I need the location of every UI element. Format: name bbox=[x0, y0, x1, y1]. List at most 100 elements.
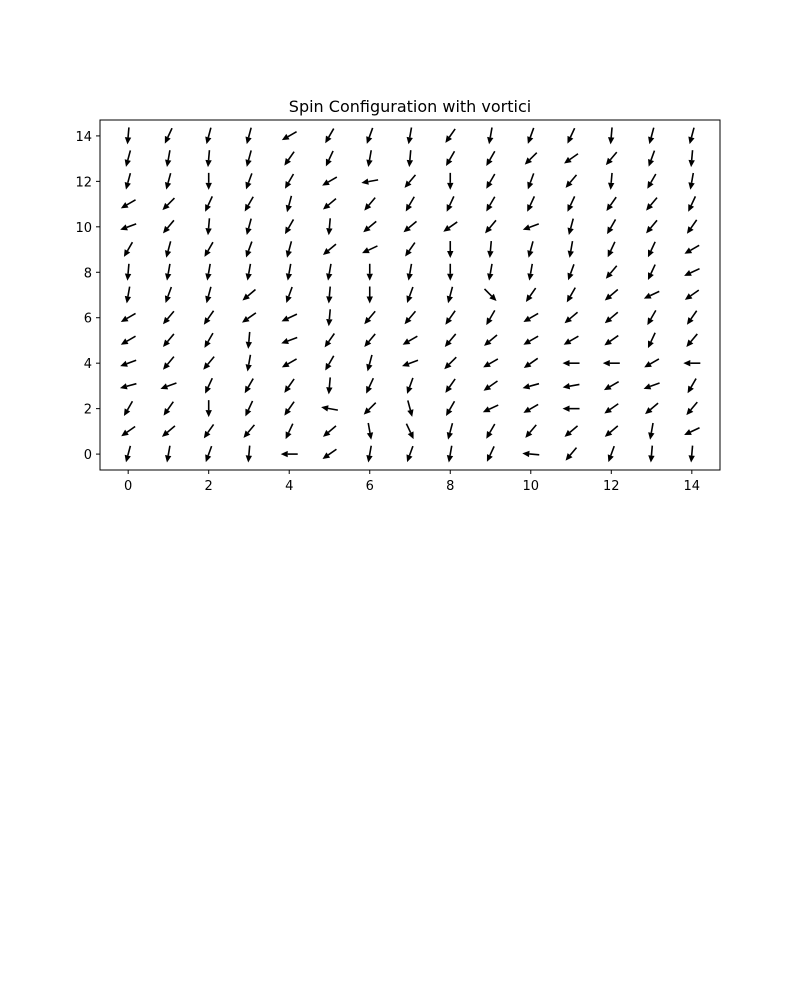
spin-arrow-head bbox=[447, 273, 454, 281]
spin-arrow-head bbox=[604, 406, 612, 414]
spin-arrow bbox=[527, 127, 535, 144]
spin-arrow-shaft bbox=[287, 219, 295, 229]
spin-arrow-shaft bbox=[650, 150, 656, 161]
spin-arrow bbox=[162, 356, 175, 370]
spin-arrow bbox=[644, 358, 660, 368]
spin-arrow bbox=[205, 445, 213, 463]
spin-arrow-head bbox=[407, 431, 414, 440]
spin-arrow-head bbox=[647, 317, 654, 326]
spin-arrow-shaft bbox=[368, 150, 373, 161]
spin-arrow-shaft bbox=[127, 445, 132, 456]
spin-arrow bbox=[406, 150, 414, 168]
spin-arrow-head bbox=[523, 361, 532, 369]
spin-arrow bbox=[281, 358, 297, 368]
spin-arrow bbox=[165, 445, 172, 463]
spin-arrow-head bbox=[647, 340, 654, 349]
spin-arrow-head bbox=[321, 405, 329, 412]
spin-arrow-head bbox=[686, 226, 694, 234]
spin-arrow bbox=[688, 445, 695, 463]
spin-arrow-head bbox=[245, 159, 252, 167]
spin-arrow bbox=[284, 401, 295, 416]
spin-arrow-shaft bbox=[489, 309, 496, 320]
spin-arrow-shaft bbox=[247, 218, 252, 229]
spin-arrow-shaft bbox=[609, 151, 618, 161]
spin-arrow bbox=[121, 425, 136, 437]
spin-arrow bbox=[124, 150, 132, 167]
spin-arrow-head bbox=[688, 136, 695, 145]
spin-arrow-head bbox=[205, 204, 211, 212]
spin-arrow-head bbox=[162, 316, 170, 325]
spin-arrow-head bbox=[562, 405, 570, 412]
spin-arrow-head bbox=[245, 181, 252, 190]
spin-arrow bbox=[160, 382, 177, 390]
spin-arrow-shaft bbox=[609, 311, 619, 320]
spin-arrow-shaft bbox=[448, 128, 456, 138]
spin-arrow-head bbox=[567, 135, 574, 144]
spin-arrow-shaft bbox=[126, 312, 136, 320]
spin-arrow bbox=[646, 197, 658, 211]
spin-arrow bbox=[245, 127, 252, 145]
spin-arrow-head bbox=[164, 250, 172, 258]
spin-arrow bbox=[487, 263, 494, 281]
spin-arrow bbox=[567, 241, 574, 258]
spin-arrow bbox=[366, 354, 373, 372]
spin-arrow bbox=[285, 423, 294, 440]
spin-arrow-head bbox=[567, 250, 574, 258]
spin-arrow-head bbox=[567, 227, 574, 236]
spin-arrow bbox=[567, 196, 576, 212]
spin-arrow bbox=[162, 333, 175, 347]
x-tick-label: 8 bbox=[446, 479, 454, 494]
y-tick-label: 6 bbox=[84, 312, 92, 327]
spin-arrow bbox=[647, 332, 656, 349]
spin-arrow-head bbox=[164, 135, 171, 144]
spin-arrow-shaft bbox=[448, 196, 455, 206]
spin-arrow-head bbox=[404, 180, 412, 188]
spin-arrow-head bbox=[244, 203, 251, 212]
spin-arrow-shaft bbox=[489, 446, 495, 456]
spin-arrow-head bbox=[361, 178, 369, 185]
spin-arrow-head bbox=[245, 249, 252, 258]
spin-arrow-shaft bbox=[167, 286, 173, 297]
spin-arrow bbox=[563, 335, 579, 345]
spin-arrow bbox=[322, 198, 337, 210]
spin-arrow-shaft bbox=[529, 196, 536, 206]
spin-arrow-shaft bbox=[529, 382, 540, 388]
spin-arrow-head bbox=[163, 408, 171, 416]
spin-arrow bbox=[527, 263, 534, 281]
spin-arrow bbox=[362, 245, 378, 254]
spin-arrow-head bbox=[364, 339, 372, 347]
spin-arrow-head bbox=[486, 431, 493, 439]
spin-arrow-head bbox=[527, 204, 534, 212]
spin-arrow-head bbox=[447, 182, 454, 190]
spin-arrow-head bbox=[162, 202, 170, 211]
spin-arrow-head bbox=[165, 273, 172, 281]
spin-arrow-shaft bbox=[328, 150, 334, 161]
spin-arrow-shaft bbox=[247, 150, 252, 161]
spin-arrow-shaft bbox=[328, 286, 332, 297]
spin-arrow bbox=[281, 313, 298, 322]
spin-arrow-shaft bbox=[448, 400, 456, 411]
spin-arrow bbox=[205, 172, 212, 190]
spin-arrow-shaft bbox=[126, 382, 137, 388]
spin-arrow bbox=[527, 196, 536, 212]
spin-arrow-head bbox=[406, 273, 413, 281]
spin-arrow bbox=[285, 286, 293, 303]
spin-arrow-shaft bbox=[166, 382, 177, 388]
spin-arrow-shaft bbox=[207, 423, 215, 434]
spin-arrow-head bbox=[604, 316, 613, 324]
spin-arrow-head bbox=[366, 432, 374, 440]
spin-arrow-head bbox=[407, 409, 414, 417]
spin-arrow-head bbox=[688, 204, 695, 212]
spin-arrow-shaft bbox=[650, 127, 655, 138]
spin-arrow-shaft bbox=[408, 263, 413, 274]
spin-arrow-shaft bbox=[650, 264, 656, 274]
spin-arrow-head bbox=[366, 159, 373, 168]
spin-arrow-head bbox=[120, 338, 129, 345]
spin-arrow-head bbox=[363, 407, 371, 415]
spin-arrow-shaft bbox=[126, 400, 134, 411]
spin-arrow bbox=[645, 402, 659, 415]
spin-arrow-shaft bbox=[405, 423, 412, 434]
spin-arrow-head bbox=[322, 429, 331, 437]
spin-arrow bbox=[485, 219, 497, 234]
spin-arrow bbox=[562, 359, 580, 367]
